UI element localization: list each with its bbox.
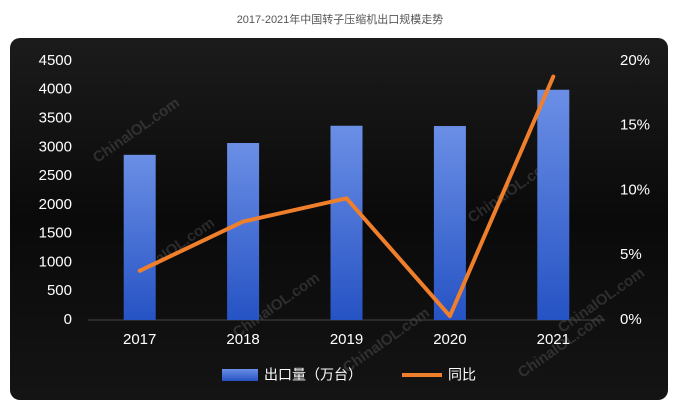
- legend-label: 出口量（万台）: [264, 367, 362, 383]
- y2-tick-label: 10%: [620, 181, 650, 198]
- y-tick-label: 3500: [39, 110, 72, 127]
- y-tick-label: 2500: [39, 167, 72, 184]
- x-tick-label: 2019: [330, 331, 363, 348]
- bar: [227, 143, 260, 320]
- y2-tick-label: 20%: [620, 52, 650, 69]
- y-tick-label: 4500: [39, 52, 72, 69]
- bar: [537, 89, 570, 321]
- y2-tick-label: 0%: [620, 311, 642, 328]
- line: [137, 74, 556, 319]
- y2-tick-label: 15%: [620, 117, 650, 134]
- x-tick-label: 2020: [433, 331, 466, 348]
- y-tick-label: 2000: [39, 196, 72, 213]
- legend-swatch: [222, 369, 258, 381]
- y-tick-label: 500: [47, 282, 72, 299]
- chart-title: 2017-2021年中国转子压缩机出口规模走势: [237, 12, 444, 26]
- y2-tick-label: 5%: [620, 246, 642, 263]
- x-tick-label: 2018: [226, 331, 259, 348]
- x-tick-label: 2021: [537, 331, 570, 348]
- y-tick-label: 0: [64, 311, 72, 328]
- y-tick-label: 4000: [39, 81, 72, 98]
- bar: [330, 125, 363, 320]
- bar: [123, 154, 156, 320]
- y-tick-label: 1500: [39, 225, 72, 242]
- y-tick-label: 1000: [39, 253, 72, 270]
- legend-label: 同比: [448, 367, 476, 383]
- x-tick-label: 2017: [123, 331, 156, 348]
- y-tick-label: 3000: [39, 138, 72, 155]
